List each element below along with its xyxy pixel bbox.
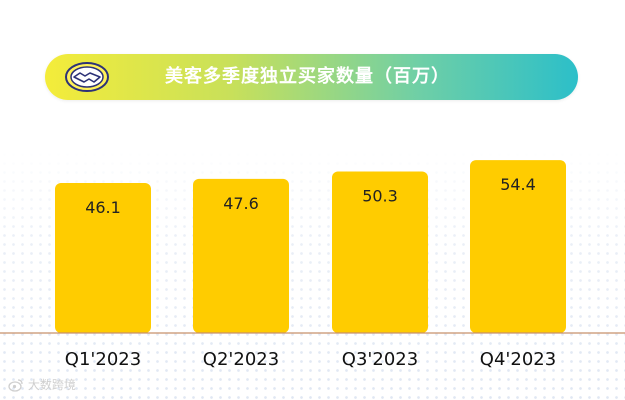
data-label-2: 47.6 [223,194,259,213]
x-tick-label-4: Q4'2023 [480,349,556,370]
bar-4 [470,160,566,333]
bar-1 [55,183,151,333]
data-label-3: 50.3 [362,186,398,205]
bar-2 [193,178,289,333]
bar-3 [332,171,428,333]
x-tick-label-1: Q1'2023 [65,349,141,370]
x-tick-label-3: Q3'2023 [342,349,418,370]
weibo-style-icon [8,378,23,392]
x-tick-label-2: Q2'2023 [203,349,279,370]
data-label-1: 46.1 [85,198,121,217]
handshake-logo-icon [65,62,109,92]
title-banner: 美客多季度独立买家数量（百万） [45,54,578,100]
watermark: 大数跨境 [8,376,76,394]
chart-title: 美客多季度独立买家数量（百万） [165,66,450,87]
data-label-4: 54.4 [500,175,536,194]
watermark-text: 大数跨境 [27,378,76,392]
